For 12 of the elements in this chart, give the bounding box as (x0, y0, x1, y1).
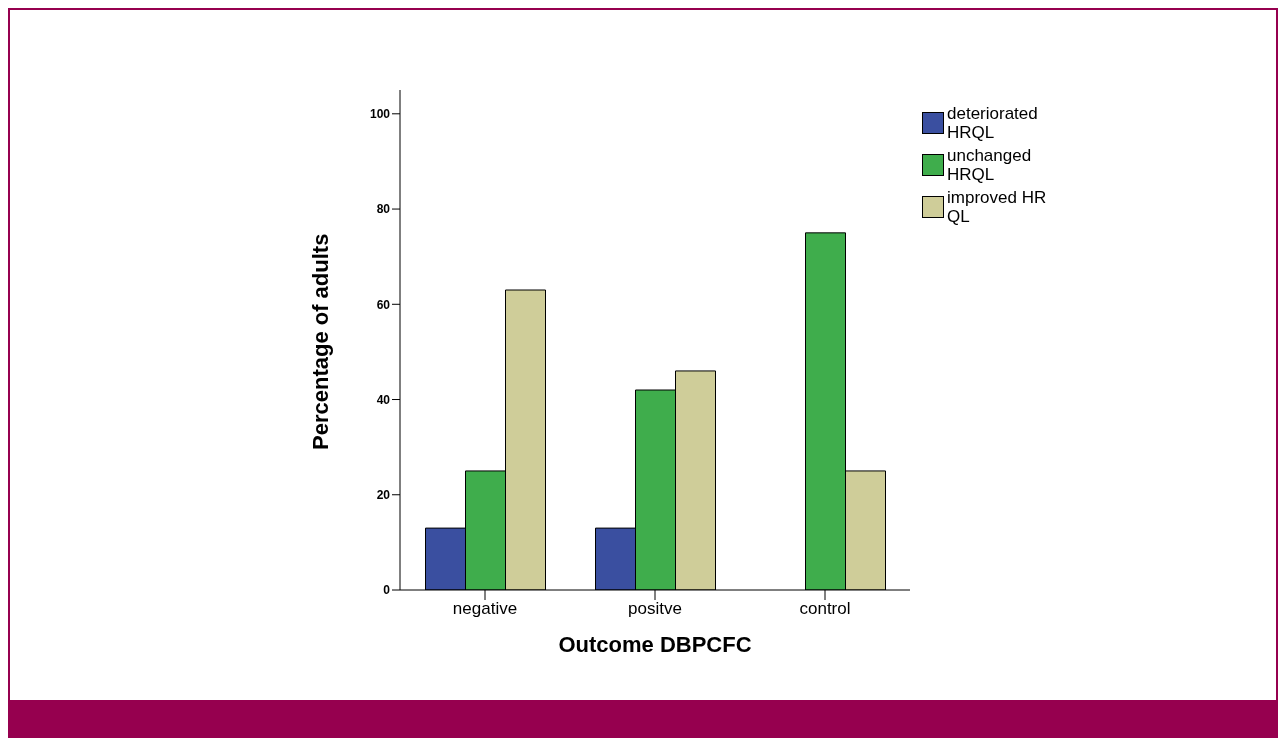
y-tick-label: 100 (369, 107, 391, 122)
y-tick-label: 20 (376, 488, 391, 503)
y-axis-title: Percentage of adults (307, 233, 333, 450)
x-tick-label: control (799, 599, 851, 619)
legend-label: improved HR QL (947, 188, 1048, 226)
y-tick-label: 80 (376, 202, 391, 217)
x-tick-label: positve (628, 599, 682, 619)
x-axis-title: Outcome DBPCFC (558, 632, 752, 657)
y-tick-label: 60 (376, 297, 391, 312)
y-tick-label: 40 (376, 392, 391, 407)
x-tick-label: negative (452, 599, 518, 619)
y-tick-label: 0 (383, 583, 391, 598)
